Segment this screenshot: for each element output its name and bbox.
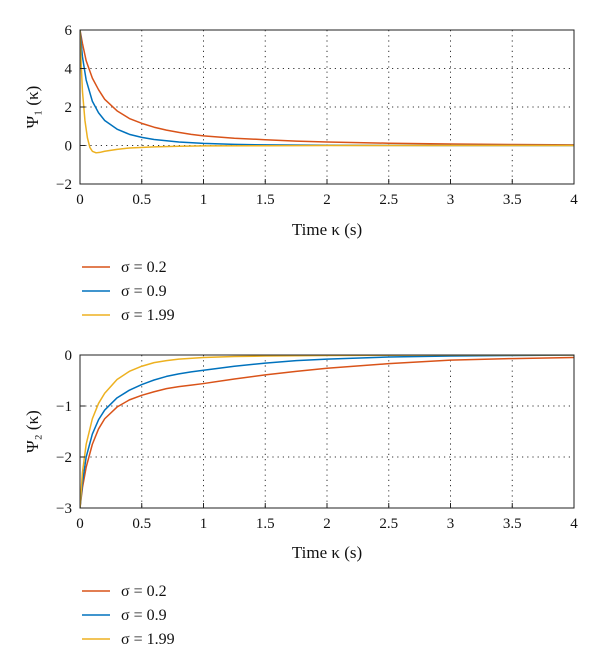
legend-label: σ = 0.9 xyxy=(121,283,167,300)
legend: σ = 0.2 σ = 0.9 σ = 1.99 xyxy=(82,259,175,324)
legend-label: σ = 0.2 xyxy=(121,583,167,600)
x-tick-label: 0.5 xyxy=(132,192,151,208)
series-line-1 xyxy=(80,30,574,146)
series-line-3 xyxy=(80,355,574,508)
x-tick-label: 0 xyxy=(76,516,84,532)
y-tick-label: 0 xyxy=(65,348,73,364)
x-tick-label: 1 xyxy=(200,516,208,532)
x-tick-label: 1 xyxy=(200,192,208,208)
x-tick-label: 0.5 xyxy=(132,516,151,532)
y-tick-label: −2 xyxy=(56,450,72,466)
legend-label: σ = 0.9 xyxy=(121,607,167,624)
y-tick-label: −3 xyxy=(56,501,72,517)
y-tick-label: 4 xyxy=(65,62,73,78)
y-axis-label: Ψ₂ (κ) xyxy=(23,410,42,453)
x-tick-label: 3.5 xyxy=(503,192,522,208)
series-line-3 xyxy=(80,30,574,154)
series-line-1 xyxy=(80,356,574,508)
x-tick-label: 1.5 xyxy=(256,192,275,208)
y-tick-label: 2 xyxy=(65,100,73,116)
y-tick-label: −2 xyxy=(56,177,72,193)
x-tick-label: 0 xyxy=(76,192,84,208)
x-axis-label: Time κ (s) xyxy=(292,220,362,239)
chart-2: 0 0.5 1 1.5 2 2.5 3 3.5 4 −3 −2 −1 0 Time κ (s) Ψ₂ (κ)… xyxy=(23,348,578,648)
legend-label: σ = 1.99 xyxy=(121,307,175,324)
x-tick-label: 3 xyxy=(447,192,455,208)
y-tick-label: −1 xyxy=(56,399,72,415)
x-tick-label: 2 xyxy=(323,192,331,208)
x-tick-label: 2 xyxy=(323,516,331,532)
legend: σ = 0.2 σ = 0.9 σ = 1.99 xyxy=(82,583,175,648)
legend-label: σ = 0.2 xyxy=(121,259,167,276)
x-tick-label: 3.5 xyxy=(503,516,522,532)
x-tick-label: 4 xyxy=(570,516,578,532)
series-line-2 xyxy=(80,355,574,508)
x-tick-label: 2.5 xyxy=(379,192,398,208)
legend-label: σ = 1.99 xyxy=(121,631,175,648)
y-tick-label: 0 xyxy=(65,139,73,155)
x-axis-label: Time κ (s) xyxy=(292,543,362,562)
y-axis-label: Ψ₁ (κ) xyxy=(23,86,42,129)
x-tick-label: 4 xyxy=(570,192,578,208)
x-tick-label: 1.5 xyxy=(256,516,275,532)
x-tick-label: 3 xyxy=(447,516,455,532)
x-tick-label: 2.5 xyxy=(379,516,398,532)
y-tick-label: 6 xyxy=(65,23,73,39)
